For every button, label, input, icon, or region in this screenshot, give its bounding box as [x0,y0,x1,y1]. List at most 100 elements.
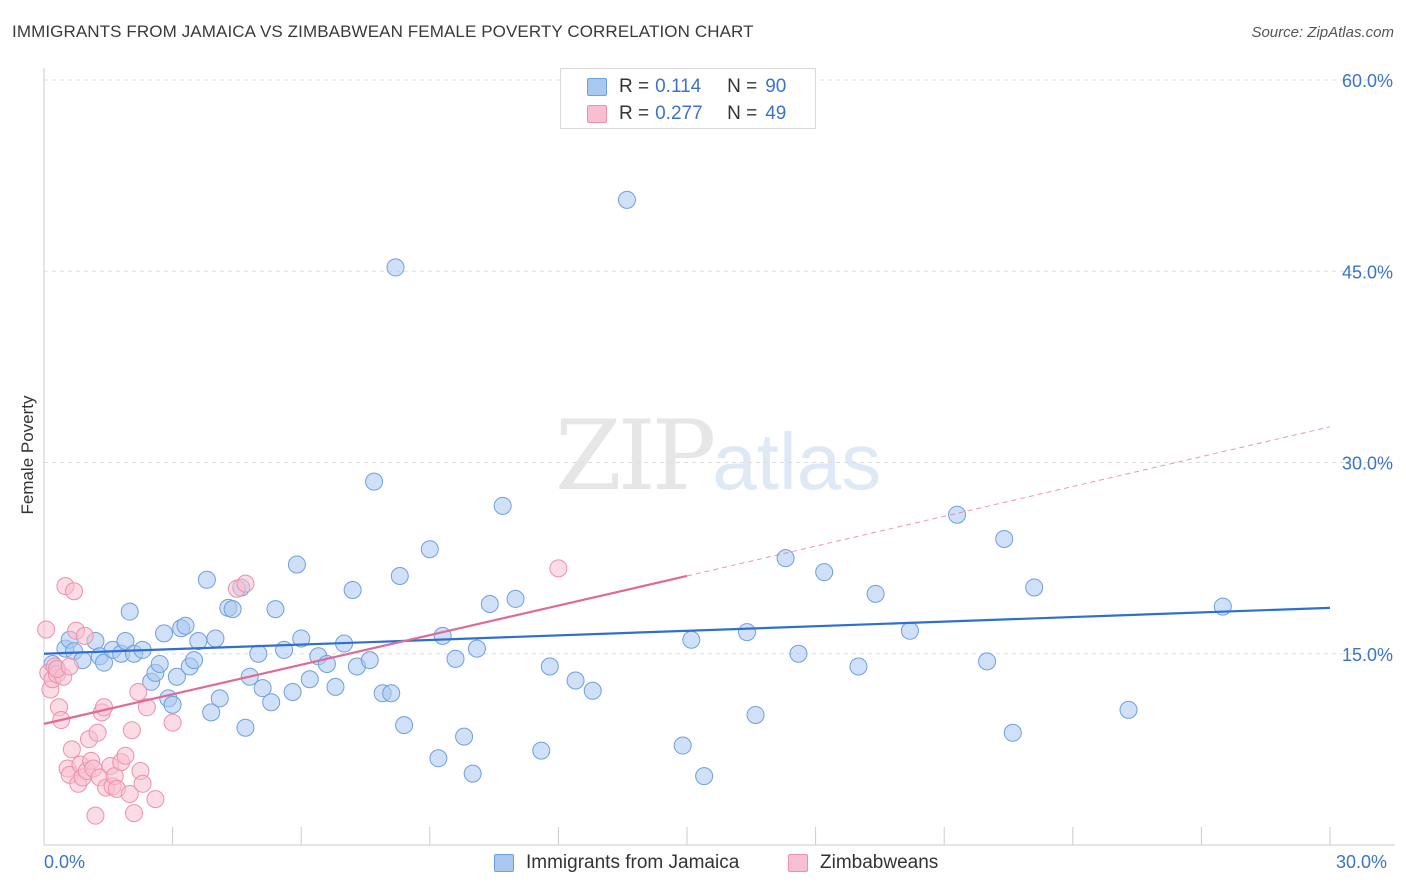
point-jamaica [673,736,692,755]
series-legend-label-zimbabweans: Zimbabweans [820,852,939,873]
y-tick-label: 60.0% [1342,71,1393,91]
point-jamaica [249,644,268,663]
point-jamaica [167,667,186,686]
x-tick-label-min: 0.0% [44,852,86,872]
point-jamaica [480,595,499,614]
point-jamaica [206,629,225,648]
series-legend-zimbabweans: Zimbabweans [788,852,938,874]
series-legend-swatch-zimbabweans [788,854,808,872]
point-jamaica [995,530,1014,548]
legend-r-label: R = [619,103,650,124]
point-jamaica [738,623,757,642]
point-jamaica [287,555,306,574]
point-jamaica [455,727,474,746]
point-jamaica [236,718,255,737]
point-zimbabwean [37,620,56,639]
point-jamaica [532,741,551,760]
point-zimbabwean [125,804,144,823]
point-zimbabwean [122,721,141,740]
point-zimbabwean [129,683,148,701]
point-zimbabwean [163,713,182,732]
point-jamaica [223,600,242,619]
point-jamaica [463,764,482,783]
point-jamaica [326,677,345,696]
point-jamaica [360,651,379,670]
point-jamaica [266,600,285,619]
point-jamaica [467,639,486,658]
point-zimbabwean [137,698,156,717]
point-jamaica [95,653,114,672]
point-jamaica [866,584,885,603]
point-zimbabwean [75,626,94,645]
trendline-zimbabweans-extension [686,426,1331,577]
point-jamaica [343,581,362,599]
legend-n-label: N = [727,103,758,124]
point-jamaica [420,540,439,559]
y-tick-label: 45.0% [1342,262,1393,282]
point-jamaica [776,549,795,568]
y-tick-label: 30.0% [1342,454,1393,474]
point-zimbabwean [549,559,568,578]
point-jamaica [493,496,512,515]
point-jamaica [382,684,401,703]
point-jamaica [429,749,448,768]
source-label: Source: ZipAtlas.com [1251,24,1394,41]
point-jamaica [900,621,919,640]
correlation-legend: R = 0.114 N = 90 R = 0.277 N = 49 [560,68,816,129]
trendline-jamaica [43,606,1331,655]
point-jamaica [120,602,139,621]
point-jamaica [202,703,221,722]
legend-n-value: 49 [765,103,787,124]
series-legend-label-jamaica: Immigrants from Jamaica [526,852,740,873]
point-jamaica [978,652,997,671]
point-jamaica [395,716,414,735]
point-zimbabwean [146,790,165,809]
point-zimbabwean [236,574,255,593]
point-zimbabwean [60,657,79,676]
legend-row-zimbabweans: R = 0.277 N = 49 [587,102,786,126]
point-jamaica [1003,723,1022,742]
y-tick-label: 15.0% [1342,645,1393,665]
legend-r-label: R = [619,76,650,97]
point-jamaica [292,629,311,648]
legend-r-value: 0.277 [655,103,703,124]
point-jamaica [300,670,319,689]
legend-row-jamaica: R = 0.114 N = 90 [587,75,786,99]
legend-swatch-zimbabweans [587,105,607,123]
point-jamaica [210,689,229,708]
point-jamaica [540,657,559,676]
point-jamaica [189,632,208,650]
series-legend-jamaica: Immigrants from Jamaica [494,852,739,874]
point-jamaica [849,657,868,676]
point-jamaica [176,616,195,635]
watermark-zip: ZIP [555,400,716,512]
point-jamaica [155,624,174,643]
point-jamaica [617,190,636,209]
point-jamaica [789,644,808,663]
point-jamaica [150,654,169,673]
point-jamaica [1025,578,1044,597]
point-zimbabwean [120,785,139,803]
point-zimbabwean [62,740,81,759]
point-zimbabwean [95,698,114,717]
point-jamaica [185,651,204,670]
point-zimbabwean [116,746,135,765]
watermark: ZIPatlas [555,400,881,512]
point-jamaica [197,570,216,589]
point-jamaica [746,705,765,724]
point-jamaica [163,695,182,714]
legend-n-value: 90 [765,76,787,97]
point-jamaica [116,632,135,650]
point-jamaica [566,671,585,690]
point-jamaica [386,258,405,277]
legend-n-label: N = [727,76,758,97]
point-jamaica [253,679,272,698]
point-jamaica [1119,700,1138,719]
series-legend-swatch-jamaica [494,854,514,872]
point-jamaica [695,767,714,786]
point-jamaica [262,693,281,712]
point-zimbabwean [65,582,84,601]
point-jamaica [390,566,409,585]
point-jamaica [815,563,834,582]
